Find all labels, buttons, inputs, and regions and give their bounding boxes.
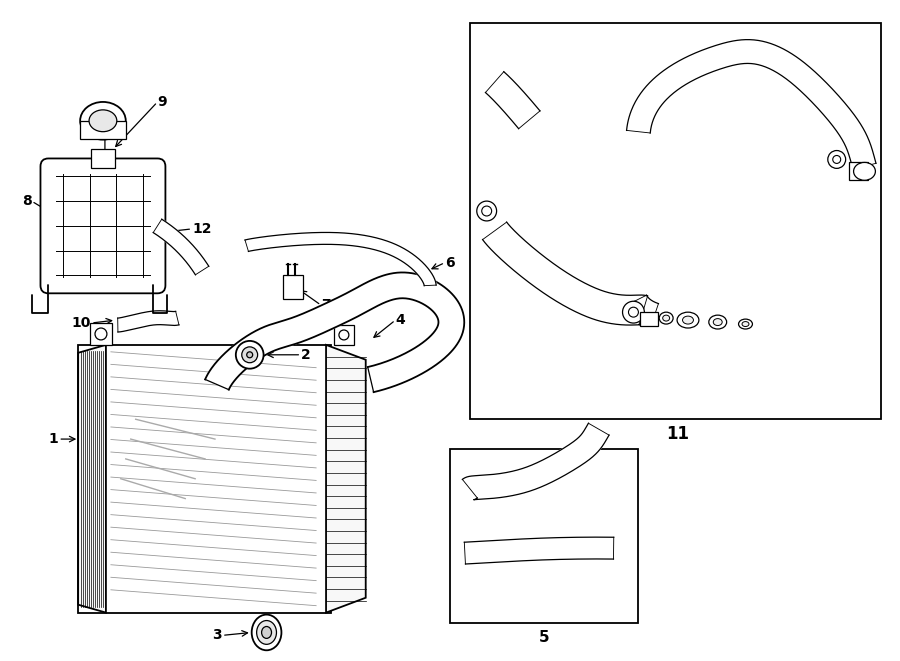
Polygon shape — [463, 423, 609, 500]
Polygon shape — [118, 311, 179, 332]
Circle shape — [628, 307, 638, 317]
Bar — [90, 323, 112, 345]
Circle shape — [477, 201, 497, 221]
Bar — [91, 149, 115, 169]
Polygon shape — [153, 219, 209, 275]
Circle shape — [236, 341, 264, 369]
Text: 8: 8 — [22, 194, 32, 208]
Bar — [450, 449, 638, 623]
Text: 4: 4 — [395, 313, 405, 327]
Polygon shape — [326, 345, 365, 613]
Circle shape — [828, 151, 846, 169]
Ellipse shape — [853, 163, 876, 180]
Text: 9: 9 — [158, 95, 167, 109]
Ellipse shape — [662, 315, 670, 321]
Text: 6: 6 — [445, 256, 455, 270]
Text: 9: 9 — [100, 103, 110, 117]
Circle shape — [95, 328, 107, 340]
Bar — [284, 276, 303, 299]
Polygon shape — [634, 295, 659, 317]
Ellipse shape — [89, 110, 117, 132]
Ellipse shape — [739, 319, 752, 329]
Polygon shape — [78, 345, 331, 613]
Ellipse shape — [252, 615, 282, 650]
Text: 3: 3 — [212, 629, 222, 642]
Text: 11: 11 — [667, 425, 689, 443]
Polygon shape — [78, 345, 106, 613]
Circle shape — [482, 206, 491, 216]
Ellipse shape — [677, 312, 699, 328]
Ellipse shape — [709, 315, 726, 329]
Polygon shape — [245, 233, 436, 286]
Ellipse shape — [659, 312, 673, 324]
Circle shape — [339, 330, 349, 340]
Polygon shape — [485, 71, 540, 129]
Ellipse shape — [714, 319, 722, 325]
Text: 2: 2 — [302, 348, 311, 362]
Circle shape — [242, 347, 257, 363]
Circle shape — [623, 301, 644, 323]
Circle shape — [832, 155, 841, 163]
Polygon shape — [482, 222, 648, 325]
Text: 10: 10 — [72, 316, 91, 330]
Text: 5: 5 — [539, 630, 550, 645]
FancyBboxPatch shape — [40, 159, 166, 293]
Text: 12: 12 — [193, 222, 212, 236]
Bar — [470, 22, 881, 419]
Ellipse shape — [256, 621, 276, 644]
Bar — [80, 121, 126, 139]
Bar — [334, 325, 354, 345]
Text: 7: 7 — [321, 298, 330, 312]
Ellipse shape — [262, 627, 272, 639]
Circle shape — [247, 352, 253, 358]
Polygon shape — [626, 40, 876, 169]
Ellipse shape — [742, 321, 749, 327]
Ellipse shape — [80, 102, 126, 139]
Polygon shape — [464, 537, 614, 564]
Text: 1: 1 — [49, 432, 58, 446]
Bar — [641, 312, 658, 326]
Ellipse shape — [682, 316, 693, 324]
Polygon shape — [205, 272, 464, 392]
Bar — [849, 163, 868, 180]
